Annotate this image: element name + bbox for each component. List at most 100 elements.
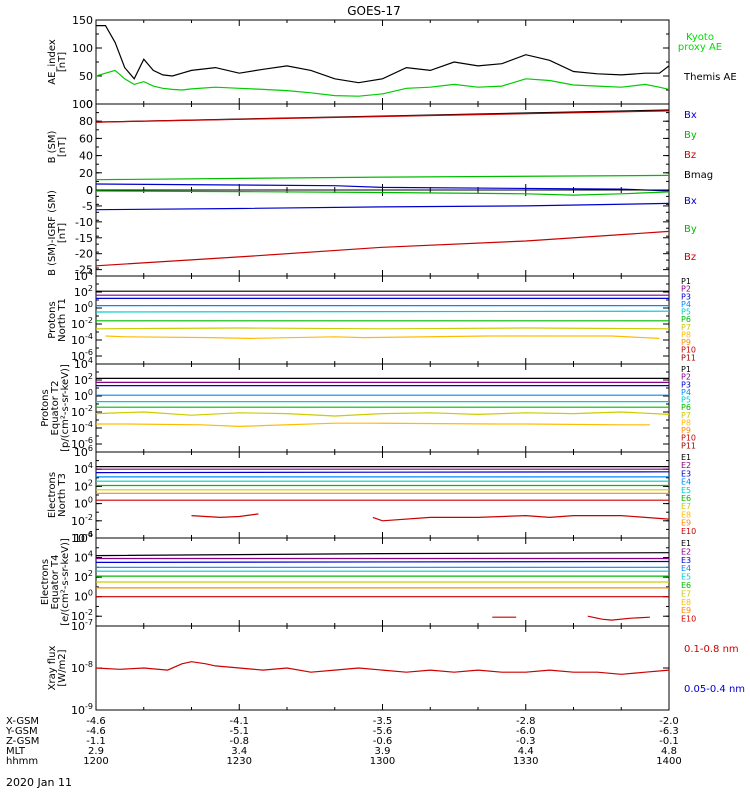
legend-entry: Bx	[684, 110, 697, 121]
x-axis-value: 1230	[227, 756, 252, 767]
legend-entry: P10	[681, 346, 696, 355]
y-axis-label: [nT]	[57, 223, 68, 243]
x-axis-value: -1.1	[86, 736, 106, 747]
y-tick-label: 0	[86, 184, 93, 197]
x-axis-value: -5.1	[229, 726, 249, 737]
x-axis-value: 3.9	[375, 746, 391, 757]
panel-frame	[95, 625, 670, 711]
legend-entry: P10	[681, 434, 696, 443]
legend-entry: E9	[681, 606, 691, 615]
y-axis-label: [W/m2]	[57, 649, 68, 686]
legend-entry: Bx	[684, 196, 697, 207]
y-tick-label: 60	[79, 132, 93, 145]
legend-entry: Bmag	[684, 170, 713, 181]
x-axis-value: 4.8	[661, 746, 677, 757]
legend-entry: 0.05-0.4 nm	[684, 684, 745, 695]
x-axis-value: 1330	[513, 756, 538, 767]
legend-entry: E6	[681, 581, 691, 590]
legend-entry: E1	[681, 539, 691, 548]
legend-entry: E8	[681, 510, 691, 519]
legend-entry: E7	[681, 589, 691, 598]
y-tick-label: 100	[74, 589, 93, 604]
y-axis-label: Electrons	[40, 559, 51, 605]
legend-entry: P6	[681, 403, 691, 412]
y-axis-label: Protons	[47, 301, 58, 338]
legend-entry: P6	[681, 315, 691, 324]
y-tick-label: 100	[72, 42, 93, 55]
legend-entry: E4	[681, 478, 691, 487]
series-p5	[95, 310, 670, 313]
legend-entry: P8	[681, 330, 691, 339]
y-axis-label: AE_index	[47, 39, 58, 85]
y-tick-label: 104	[74, 461, 93, 476]
x-axis-value: 3.4	[231, 746, 247, 757]
series-bz	[95, 110, 670, 123]
x-axis-value: 4.4	[518, 746, 534, 757]
x-axis-value: -4.1	[229, 716, 249, 727]
legend-entry: E3	[681, 469, 691, 478]
legend-entry: P4	[681, 388, 691, 397]
legend-entry: P5	[681, 396, 691, 405]
y-tick-label: -10	[75, 216, 93, 229]
y-axis-label: B (SM)	[47, 130, 58, 163]
x-axis-value: -4.6	[86, 726, 106, 737]
legend-entry: E5	[681, 573, 691, 582]
x-axis-value: -0.3	[516, 736, 536, 747]
x-axis-row-label: hhmm	[6, 756, 38, 767]
panel-frame	[95, 19, 670, 105]
y-tick-label: 102	[74, 569, 93, 584]
plot-title: GOES-17	[347, 4, 401, 18]
y-axis-label: [nT]	[57, 52, 68, 72]
y-tick-label: 10-9	[71, 702, 93, 717]
y-tick-label: 100	[72, 98, 93, 111]
y-axis-label: Equator T4	[50, 555, 61, 610]
y-tick-label: 80	[79, 115, 93, 128]
y-axis-label: Equator T2	[50, 381, 61, 436]
legend-entry: E4	[681, 564, 691, 573]
panel-frame	[95, 363, 670, 453]
legend-entry: P9	[681, 338, 691, 347]
legend-entry: proxy AE	[678, 42, 722, 53]
y-tick-label: 106	[74, 444, 93, 459]
legend-entry: P2	[681, 373, 691, 382]
x-axis-value: -2.0	[659, 716, 679, 727]
series-kyoto-proxy-ae	[95, 69, 670, 97]
y-tick-label: 100	[74, 388, 93, 403]
legend-entry: P3	[681, 380, 691, 389]
legend-entry: Bz	[684, 252, 696, 263]
series-p8	[96, 422, 650, 428]
legend-entry: P9	[681, 426, 691, 435]
x-axis-value: 1200	[83, 756, 108, 767]
legend: 0.1-0.8 nm 0.05-0.4 nm	[684, 644, 745, 695]
series-bx	[95, 202, 670, 211]
legend: Bx By Bz Bmag	[684, 110, 713, 181]
y-tick-label: 106	[74, 530, 93, 545]
x-axis-row-label: X-GSM	[6, 716, 39, 727]
x-axis-value: -5.6	[373, 726, 393, 737]
y-tick-label: 102	[74, 284, 93, 299]
y-axis-label: [p/(cm²-s-sr-keV)]	[60, 364, 71, 452]
legend-entry: P8	[681, 418, 691, 427]
legend-entry: P1	[681, 277, 691, 286]
x-axis-value: -0.1	[659, 736, 679, 747]
y-axis-label: Protons	[40, 389, 51, 426]
legend-entry: 0.1-0.8 nm	[684, 644, 739, 655]
y-tick-label: 10-8	[71, 660, 93, 675]
legend-entry: E9	[681, 519, 691, 528]
panel-frame	[95, 451, 670, 539]
series-e3	[95, 560, 670, 564]
series-0-1-0-8-nm	[95, 661, 670, 675]
legend-entry: E3	[681, 556, 691, 565]
legend-entry: E5	[681, 486, 691, 495]
y-tick-label: 102	[74, 478, 93, 493]
legend-entry: Bz	[684, 150, 696, 161]
legend-entry: E1	[681, 453, 691, 462]
y-tick-label: 50	[79, 70, 93, 83]
